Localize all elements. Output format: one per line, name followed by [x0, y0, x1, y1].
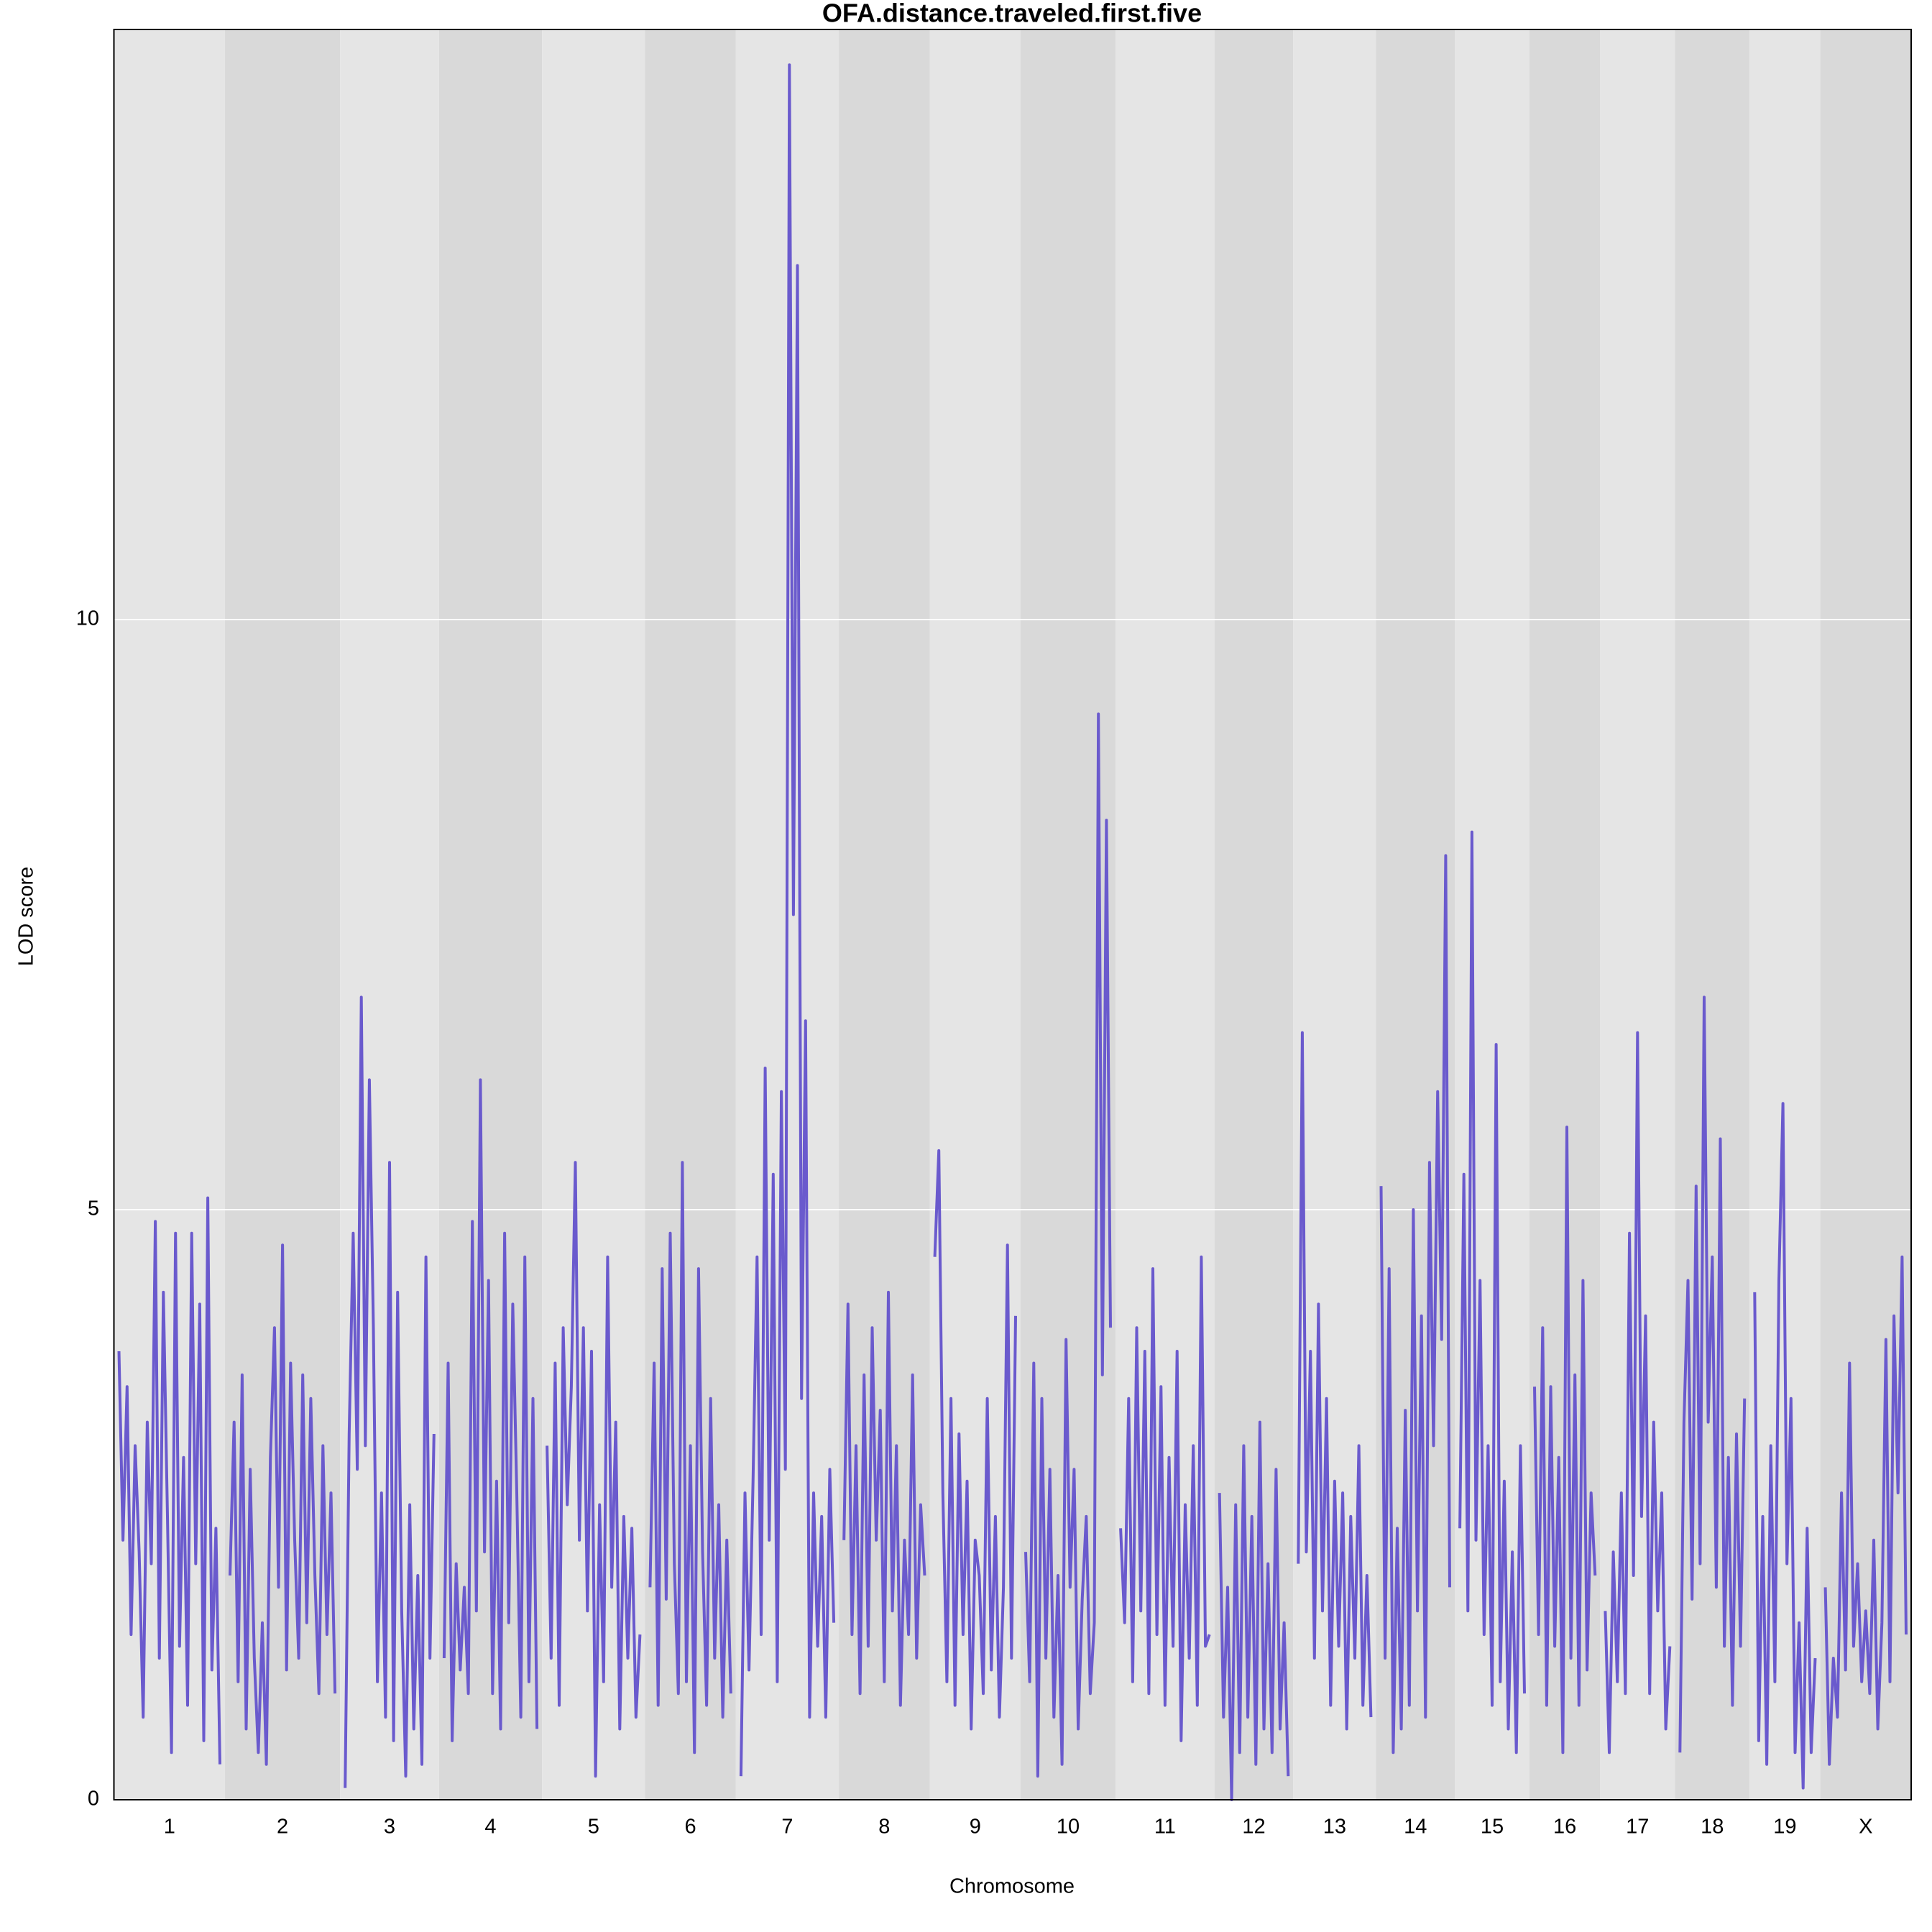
y-tick-label: 10 [76, 607, 99, 630]
x-tick-label: 7 [781, 1816, 793, 1839]
lod-line [117, 1196, 221, 1765]
lod-line [1533, 1126, 1597, 1754]
lod-line [933, 1149, 1017, 1731]
lod-line [1753, 1102, 1817, 1790]
lod-line [1678, 995, 1747, 1753]
x-axis-label: Chromosome [949, 1875, 1075, 1898]
x-tick-label: 2 [277, 1816, 288, 1839]
lod-line [442, 1078, 539, 1742]
x-tick-label: 16 [1553, 1816, 1576, 1839]
lod-line [1379, 854, 1451, 1754]
x-tick-label: 6 [685, 1816, 696, 1839]
x-tick-label: 3 [384, 1816, 395, 1839]
lod-line [739, 63, 836, 1777]
chromosome-band [1749, 29, 1821, 1800]
y-tick-label: 0 [88, 1788, 99, 1811]
lod-line [1823, 1255, 1908, 1766]
x-tick-label: 13 [1323, 1816, 1346, 1839]
x-tick-label: 19 [1773, 1816, 1796, 1839]
x-tick-label: 11 [1154, 1816, 1176, 1839]
chromosome-band [1214, 29, 1294, 1800]
x-tick-label: 8 [878, 1816, 890, 1839]
lod-line [344, 995, 436, 1788]
lines [117, 63, 1908, 1801]
x-tick-label: 15 [1481, 1816, 1504, 1839]
x-tick-label: 4 [484, 1816, 496, 1839]
plot-frame [113, 29, 1912, 1800]
y-tick-label: 5 [88, 1197, 99, 1220]
lod-line [648, 1161, 732, 1754]
x-tick-label: 14 [1404, 1816, 1427, 1839]
lod-line [1604, 1031, 1672, 1754]
x-tick-label: 1 [164, 1816, 175, 1839]
x-tick-label: X [1859, 1816, 1872, 1839]
x-tick-label: 5 [588, 1816, 599, 1839]
chromosome-band [1820, 29, 1911, 1800]
lod-line [842, 1290, 926, 1707]
lod-line [1218, 1420, 1290, 1801]
lod-line [1119, 1255, 1211, 1742]
x-tick-label: 12 [1242, 1816, 1265, 1839]
lod-line [1458, 830, 1526, 1754]
x-tick-label: 9 [970, 1816, 981, 1839]
x-tick-label: 18 [1701, 1816, 1724, 1839]
chart-title: OFA.distance.traveled.first.five [822, 0, 1202, 28]
x-tick-label: 17 [1626, 1816, 1649, 1839]
lod-line [1024, 712, 1112, 1778]
lod-line [229, 1243, 337, 1766]
x-tick-label: 10 [1057, 1816, 1080, 1839]
y-axis-label: LOD score [15, 867, 38, 967]
lod-line [1297, 1031, 1373, 1731]
lod-line [546, 1161, 642, 1778]
